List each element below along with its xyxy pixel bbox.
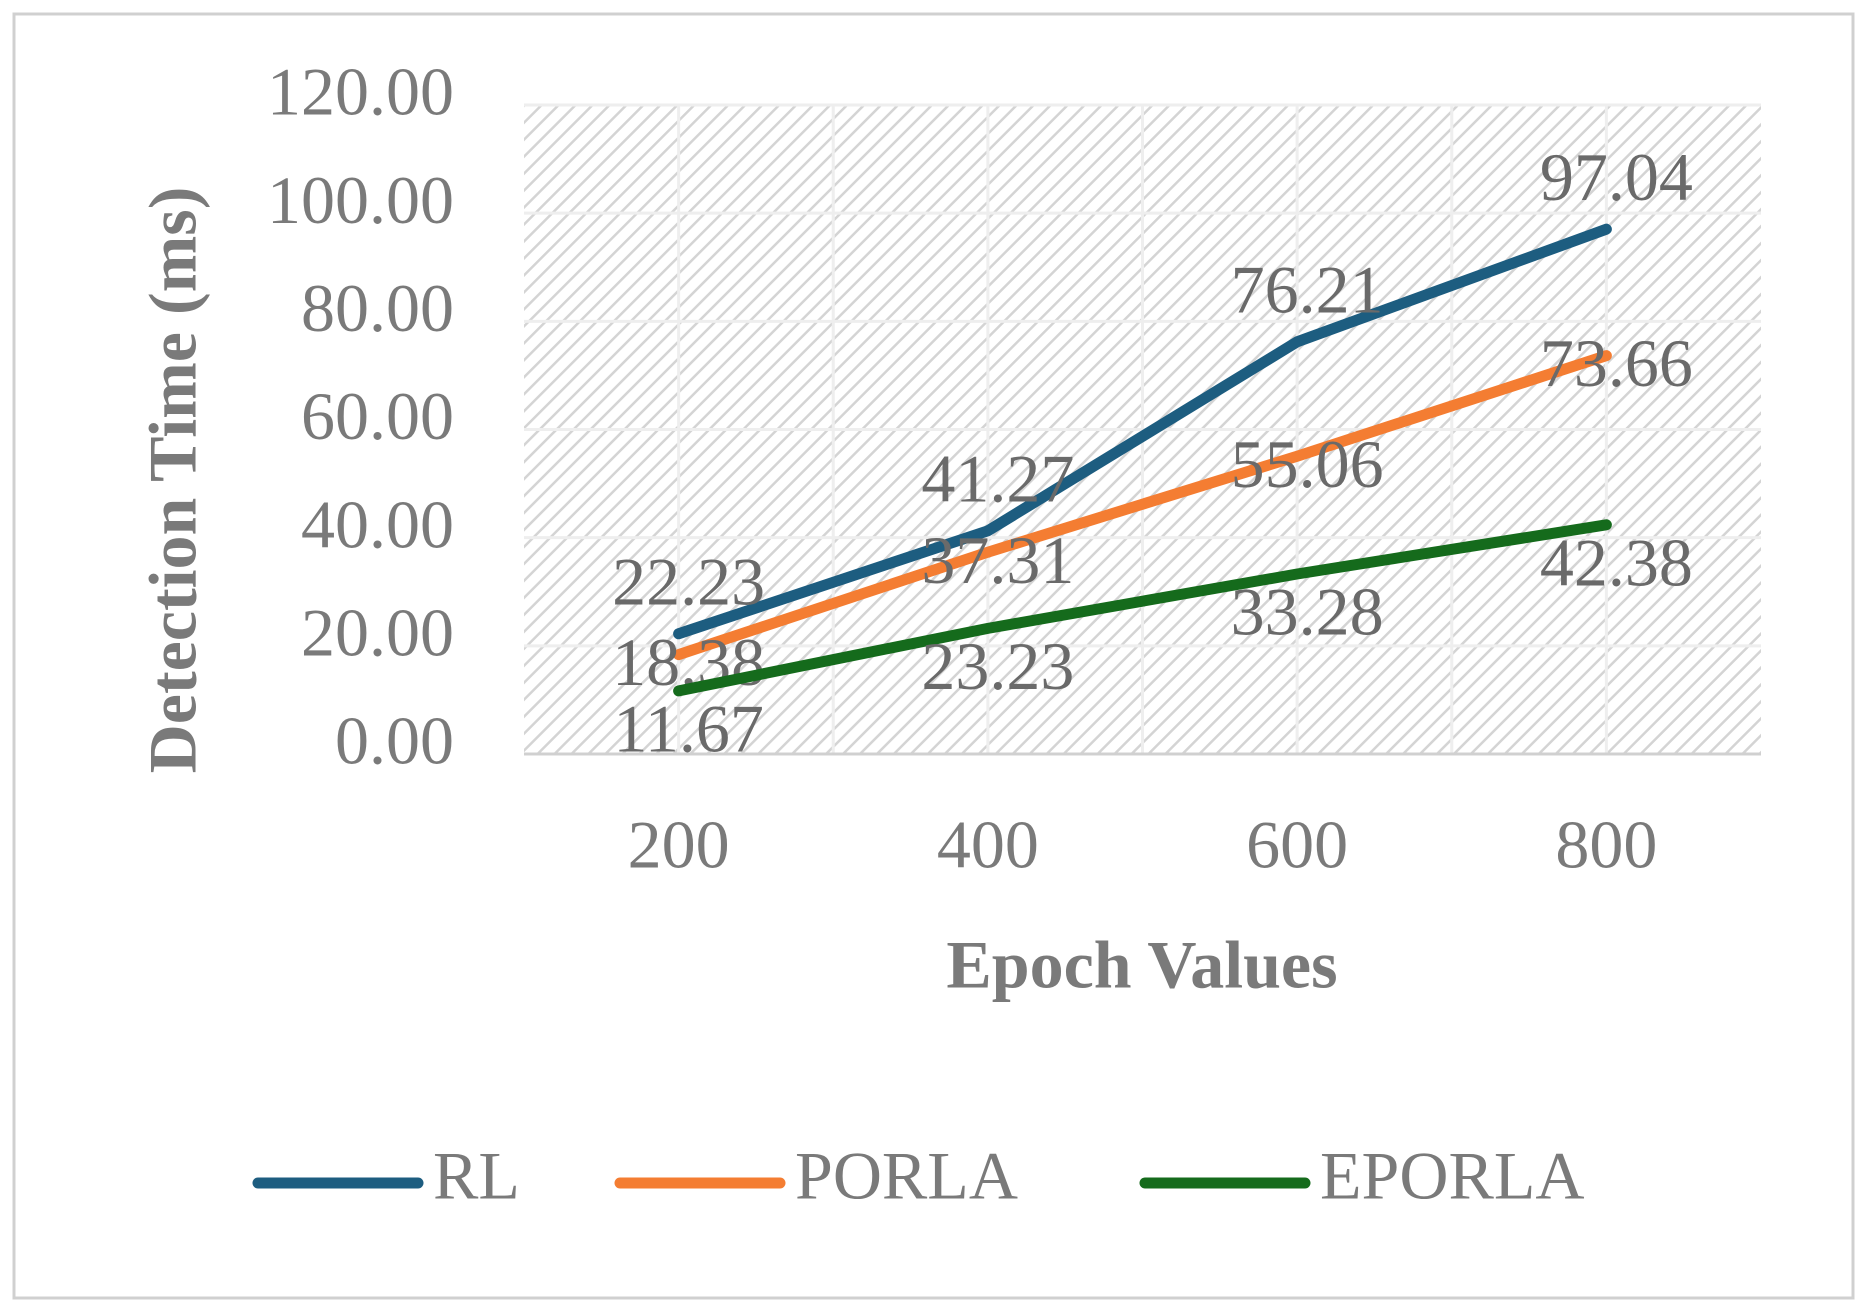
data-label: 55.06 [1231,426,1384,502]
x-tick-label: 800 [1555,807,1657,883]
data-label: 33.28 [1231,574,1384,650]
data-label: 97.04 [1540,139,1693,215]
data-label: 73.66 [1540,325,1693,401]
y-tick-label: 120.00 [267,54,454,130]
y-tick-label: 0.00 [335,703,454,779]
y-tick-label: 60.00 [301,378,454,454]
y-tick-label: 40.00 [301,486,454,562]
x-axis-title: Epoch Values [946,927,1337,1003]
data-label: 23.23 [921,628,1074,704]
series-line [673,350,1612,661]
data-label: 76.21 [1231,251,1384,327]
data-label: 11.67 [613,690,763,766]
y-tick-label: 80.00 [301,270,454,346]
y-tick-label: 20.00 [301,594,454,670]
series-line [673,519,1612,697]
y-axis-title: Detection Time (ms) [135,187,211,774]
legend-label: PORLA [795,1138,1018,1214]
data-label: 41.27 [921,440,1074,516]
data-label: 22.23 [612,543,765,619]
data-label: 37.31 [921,522,1074,598]
y-tick-label: 100.00 [267,162,454,238]
legend-label: EPORLA [1320,1138,1584,1214]
x-tick-label: 400 [937,807,1039,883]
legend-label: RL [433,1138,520,1214]
data-label: 42.38 [1540,524,1693,600]
x-tick-label: 200 [628,807,730,883]
series-line [673,223,1612,640]
x-tick-label: 600 [1246,807,1348,883]
